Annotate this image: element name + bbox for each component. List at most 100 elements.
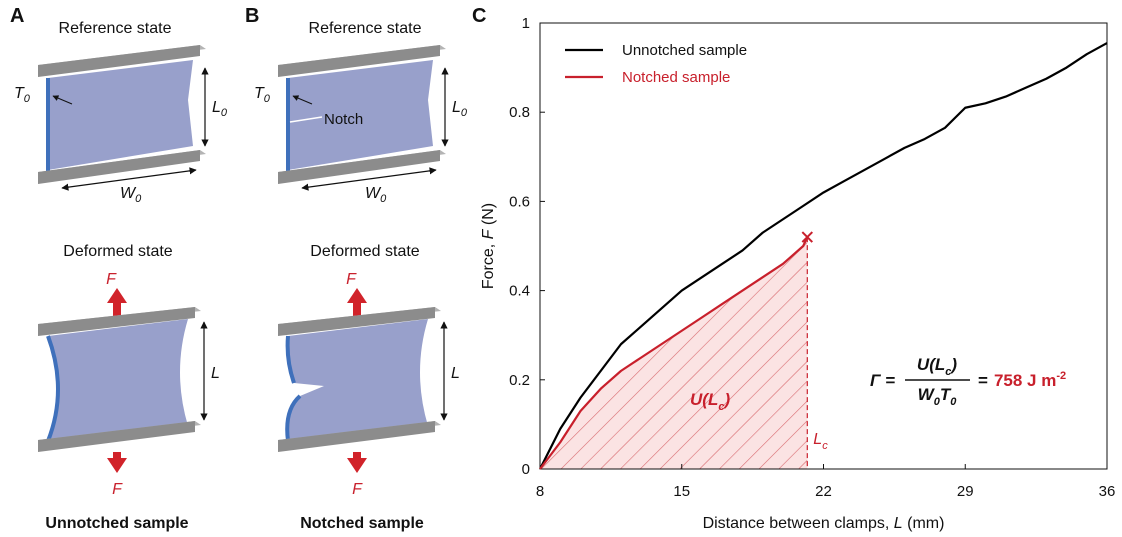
- sheet: [48, 60, 193, 170]
- text-part: c: [945, 366, 951, 378]
- text-part: c: [718, 401, 724, 413]
- text-part: U(: [917, 355, 937, 374]
- text: Unnotched sample: [45, 515, 188, 532]
- text: 0: [380, 193, 387, 205]
- text-part: U(: [690, 390, 710, 409]
- text: L: [212, 99, 221, 116]
- label: A: [10, 5, 24, 27]
- label: C: [472, 5, 486, 27]
- text: F: [352, 481, 363, 498]
- text-part: Force,: [480, 239, 497, 289]
- pointer: [52, 95, 73, 105]
- legend-label: Notched sample: [622, 69, 730, 86]
- x-tick-label: 22: [815, 483, 832, 500]
- sheet-edge: [285, 335, 302, 442]
- y-axis-label: Force, F (N): [480, 203, 497, 289]
- x-tick-label: 36: [1099, 483, 1116, 500]
- text-part: Γ =: [870, 371, 895, 390]
- caption: Unnotched sample: [45, 515, 188, 532]
- x-tick-label: 29: [957, 483, 974, 500]
- y-tick-label: 0.2: [509, 372, 530, 389]
- panel-label: C: [472, 5, 486, 27]
- text-part: ): [722, 390, 730, 409]
- sheet: [48, 319, 188, 441]
- caption: Notched sample: [300, 515, 424, 532]
- panel-label: A: [10, 5, 24, 27]
- text: L: [211, 365, 220, 382]
- text: Notch: [324, 111, 363, 128]
- text: L: [452, 99, 461, 116]
- clamp: [38, 421, 195, 452]
- sheet: [288, 60, 433, 170]
- text: T: [254, 85, 265, 102]
- energy-area: [540, 237, 808, 469]
- equation-denominator: W0T0: [918, 385, 958, 408]
- text: F: [112, 481, 123, 498]
- dimension: [61, 167, 197, 191]
- text: Reference state: [59, 20, 172, 37]
- text-part: L: [935, 355, 945, 374]
- t0-label: T0: [14, 85, 31, 105]
- text-part: F: [480, 228, 497, 239]
- w0-label: W0: [120, 185, 142, 205]
- equation-numerator: U(Lc): [917, 355, 957, 378]
- x-axis-label: Distance between clamps, L (mm): [703, 515, 945, 532]
- y-tick-label: 0: [522, 461, 530, 478]
- diagram: Reference state Notch T0 L0 W0 Deformed …: [254, 20, 468, 532]
- dimension: [301, 167, 437, 191]
- text-part: 0: [934, 396, 941, 408]
- critical-label: Lc: [813, 431, 828, 452]
- text-part: L: [813, 431, 822, 448]
- series-line: [539, 42, 1108, 470]
- text-part: ): [949, 355, 957, 374]
- panel-c: C 8 15 22 29 36 0 0.2 0.4 0.6 0.8 1 Lc Unnotched sam…: [472, 5, 1115, 532]
- text-part: c: [822, 440, 828, 452]
- y-tick-label: 0.6: [509, 193, 530, 210]
- force-label: F: [352, 481, 363, 498]
- panel-label: B: [245, 5, 259, 27]
- text: 0: [221, 107, 228, 119]
- l0-label: L0: [212, 99, 228, 119]
- clamp: [38, 45, 200, 77]
- text: W: [365, 185, 382, 202]
- text-part: -2: [1056, 370, 1066, 382]
- failure-marker: [801, 231, 814, 243]
- equation-lhs: Γ =: [870, 371, 895, 390]
- y-tick-label: 0.4: [509, 283, 530, 300]
- sheet: [287, 319, 428, 441]
- text-part: (mm): [903, 515, 945, 532]
- label: B: [245, 5, 259, 27]
- text-part: L: [708, 390, 718, 409]
- clamp: [278, 45, 440, 77]
- text: Reference state: [309, 20, 422, 37]
- text: Notched sample: [300, 515, 424, 532]
- length-label: L: [211, 365, 220, 382]
- pointer: [292, 95, 313, 105]
- text: Deformed state: [63, 243, 172, 260]
- text-part: W: [918, 385, 936, 404]
- title: Reference state: [309, 20, 422, 37]
- force-arrow: [107, 452, 127, 473]
- text-part: =: [978, 371, 988, 390]
- clamp: [278, 307, 435, 336]
- text: W: [120, 185, 137, 202]
- length-label: L: [451, 365, 460, 382]
- panel-a: A Reference state T0 L0 W0 Deformed stat…: [10, 5, 228, 532]
- title: Deformed state: [63, 243, 172, 260]
- t0-label: T0: [254, 85, 271, 105]
- text: L: [451, 365, 460, 382]
- force-label: F: [112, 481, 123, 498]
- notch-label: Notch: [324, 111, 363, 128]
- text: T: [14, 85, 25, 102]
- clamp: [278, 421, 435, 452]
- text-part: Distance between clamps,: [703, 515, 894, 532]
- x-tick-label: 15: [673, 483, 690, 500]
- w0-label: W0: [365, 185, 387, 205]
- sheet-edge: [46, 335, 60, 442]
- text: 0: [264, 93, 271, 105]
- l0-label: L0: [452, 99, 468, 119]
- title: Reference state: [59, 20, 172, 37]
- title: Deformed state: [310, 243, 419, 260]
- text: Deformed state: [310, 243, 419, 260]
- text-part: 0: [950, 396, 957, 408]
